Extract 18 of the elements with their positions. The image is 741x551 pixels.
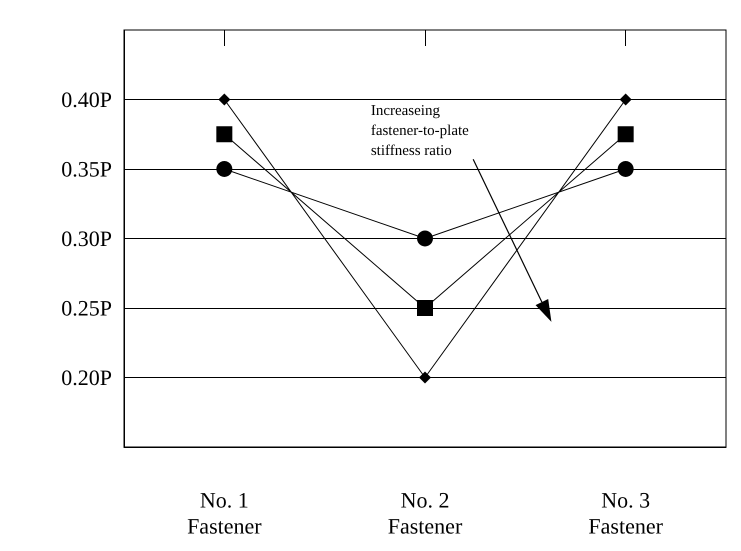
y-tick-label: 0.35P — [61, 156, 112, 182]
point — [419, 372, 431, 384]
x-tick-label: No. 1 Fastener — [187, 488, 262, 538]
y-tick-label: 0.20P — [61, 365, 112, 390]
point — [218, 94, 230, 106]
y-tick-label: 0.40P — [61, 87, 112, 112]
point — [618, 126, 634, 142]
point — [620, 94, 632, 106]
y-tick-label: 0.25P — [61, 296, 112, 320]
annotation: Increaseing fastener-to-plate stiffness ratio — [370, 102, 470, 159]
x-tick-label: No. 3 Fastener — [588, 488, 664, 538]
y-tick-label: 0.30P — [61, 226, 112, 251]
point — [417, 300, 433, 316]
point — [417, 230, 433, 246]
x-tick-label: No. 2 Fastener — [388, 488, 463, 538]
point — [216, 161, 232, 177]
point — [216, 126, 232, 142]
point — [618, 161, 634, 177]
